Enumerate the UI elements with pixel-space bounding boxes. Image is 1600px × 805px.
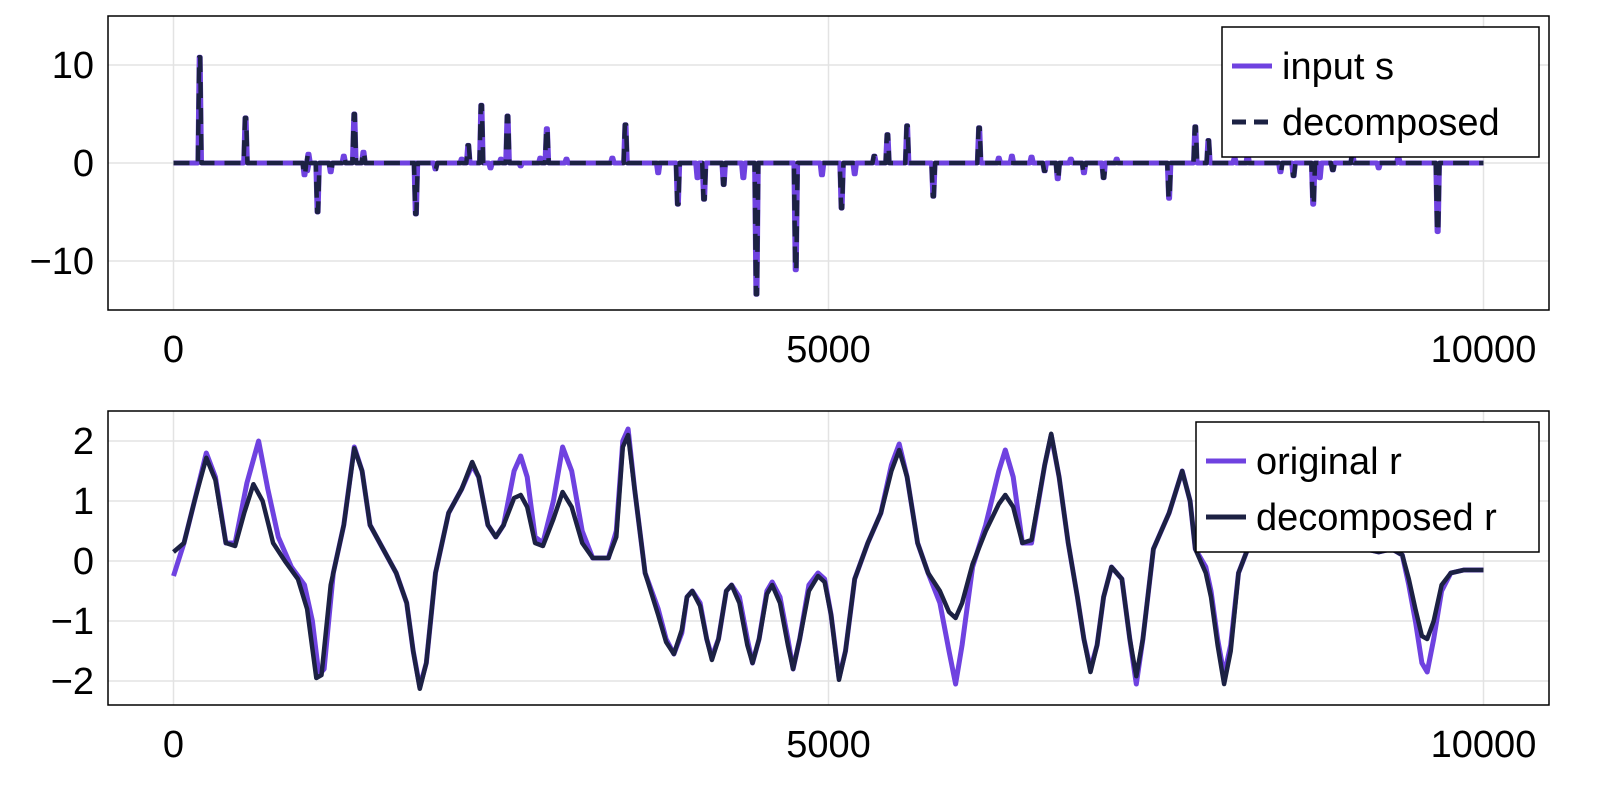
x-tick-label: 10000 [1431, 724, 1537, 766]
legend-label-1: input s [1282, 46, 1394, 88]
legend-box [1195, 421, 1540, 553]
axes-frame [107, 15, 1550, 311]
x-tick-label: 0 [163, 724, 184, 766]
y-tick-label: 0 [73, 143, 94, 185]
y-tick-label: −1 [51, 601, 94, 643]
y-tick-label: 1 [73, 481, 94, 523]
x-tick-label: 5000 [786, 329, 871, 371]
bottom-panel: 0 5000 10000 −2 −1 0 1 2 original r decomposed r [51, 410, 1550, 766]
top-panel: 0 5000 10000 −10 0 10 input s decomposed [30, 15, 1550, 371]
y-tick-label: −10 [30, 241, 94, 283]
axes-frame [107, 410, 1550, 706]
legend: input s decomposed [1221, 26, 1540, 158]
plot-area [173, 54, 1484, 297]
legend-box [1221, 26, 1540, 158]
y-tick-label: 0 [73, 541, 94, 583]
x-tick-label: 10000 [1431, 329, 1537, 371]
y-tick-label: 10 [52, 45, 94, 87]
x-tick-label: 0 [163, 329, 184, 371]
y-tick-label: 2 [73, 421, 94, 463]
plot-area [171, 426, 1484, 692]
y-tick-label: −2 [51, 661, 94, 703]
x-tick-label: 5000 [786, 724, 871, 766]
legend-label-1: original r [1256, 441, 1402, 483]
series-line-2 [173, 54, 1484, 297]
series-line-2 [172, 431, 1484, 692]
legend-label-2: decomposed [1282, 102, 1500, 144]
legend-label-2: decomposed r [1256, 497, 1497, 539]
legend: original r decomposed r [1195, 421, 1540, 553]
